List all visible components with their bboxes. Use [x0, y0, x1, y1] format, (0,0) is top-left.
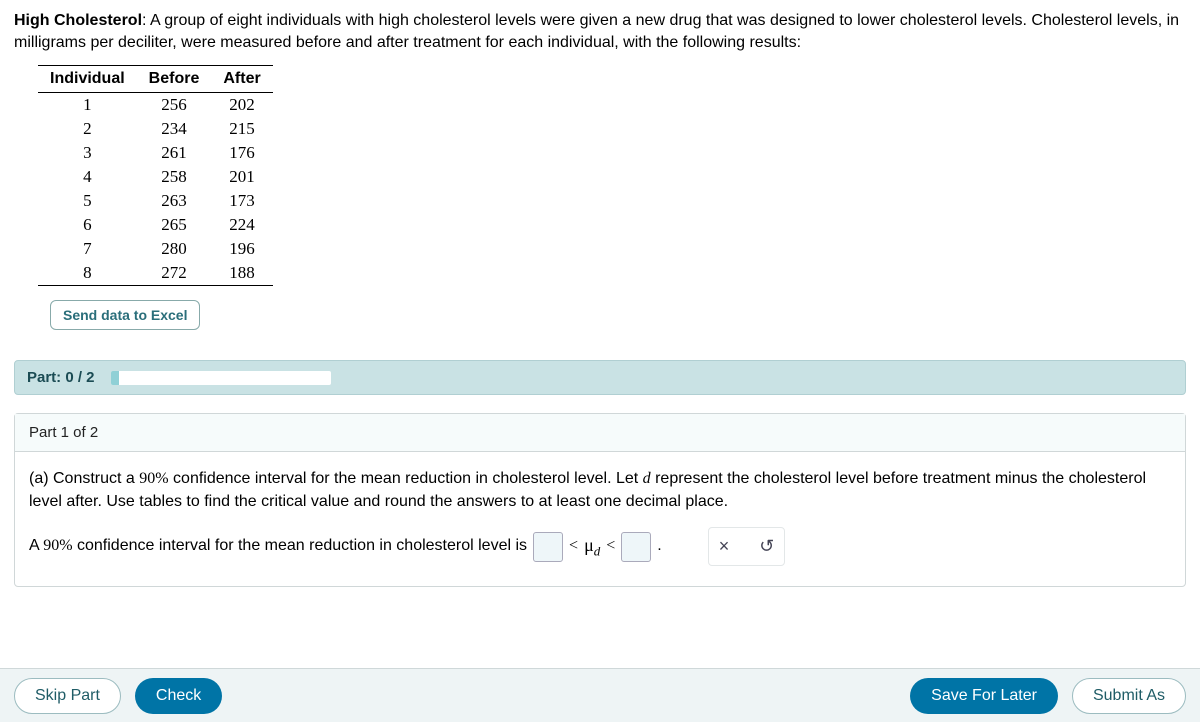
table-cell: 6 [38, 213, 137, 237]
table-cell: 256 [137, 93, 212, 118]
submit-assignment-button[interactable]: Submit As [1072, 678, 1186, 714]
table-cell: 265 [137, 213, 212, 237]
table-cell: 272 [137, 261, 212, 286]
problem-title-rest: : A group of eight individuals with high… [14, 12, 1179, 51]
table-cell: 234 [137, 117, 212, 141]
table-cell: 280 [137, 237, 212, 261]
upper-bound-input[interactable] [621, 532, 651, 562]
check-button[interactable]: Check [135, 678, 222, 714]
reset-icon[interactable]: ↺ [759, 534, 774, 559]
table-row: 7280196 [38, 237, 273, 261]
table-cell: 176 [211, 141, 272, 165]
table-row: 1256202 [38, 93, 273, 118]
progress-track [111, 371, 331, 385]
table-cell: 2 [38, 117, 137, 141]
table-cell: 3 [38, 141, 137, 165]
table-row: 5263173 [38, 189, 273, 213]
col-individual: Individual [38, 66, 137, 93]
col-before: Before [137, 66, 212, 93]
col-after: After [211, 66, 272, 93]
table-row: 2234215 [38, 117, 273, 141]
table-cell: 202 [211, 93, 272, 118]
problem-statement: High Cholesterol: A group of eight indiv… [0, 0, 1200, 57]
answer-toolbox: × ↺ [708, 527, 786, 566]
table-cell: 196 [211, 237, 272, 261]
table-cell: 224 [211, 213, 272, 237]
less-than-1: < [569, 535, 578, 557]
footer-bar: Skip Part Check Save For Later Submit As [0, 668, 1200, 722]
send-to-excel-button[interactable]: Send data to Excel [50, 300, 200, 330]
lower-bound-input[interactable] [533, 532, 563, 562]
question-a-text: (a) Construct a 90% confidence interval … [29, 468, 1171, 513]
period: . [657, 535, 661, 557]
table-row: 6265224 [38, 213, 273, 237]
less-than-2: < [606, 535, 615, 557]
skip-part-button[interactable]: Skip Part [14, 678, 121, 714]
progress-fill [111, 371, 120, 385]
table-cell: 188 [211, 261, 272, 286]
table-cell: 173 [211, 189, 272, 213]
table-row: 3261176 [38, 141, 273, 165]
table-cell: 7 [38, 237, 137, 261]
table-cell: 4 [38, 165, 137, 189]
confidence-interval-line: A 90% confidence interval for the mean r… [29, 527, 1171, 566]
part-1-panel: Part 1 of 2 (a) Construct a 90% confiden… [14, 413, 1186, 587]
table-row: 8272188 [38, 261, 273, 286]
part-1-header: Part 1 of 2 [15, 414, 1185, 452]
table-row: 4258201 [38, 165, 273, 189]
progress-label: Part: 0 / 2 [27, 369, 95, 386]
table-cell: 258 [137, 165, 212, 189]
table-cell: 263 [137, 189, 212, 213]
mu-sub-d: μd [584, 533, 600, 561]
table-cell: 5 [38, 189, 137, 213]
clear-icon[interactable]: × [719, 534, 730, 559]
table-cell: 261 [137, 141, 212, 165]
cholesterol-table: Individual Before After 1256202223421532… [38, 65, 273, 286]
table-cell: 215 [211, 117, 272, 141]
table-cell: 1 [38, 93, 137, 118]
table-cell: 8 [38, 261, 137, 286]
table-cell: 201 [211, 165, 272, 189]
progress-bar: Part: 0 / 2 [14, 360, 1186, 395]
problem-title-bold: High Cholesterol [14, 12, 142, 29]
save-for-later-button[interactable]: Save For Later [910, 678, 1058, 714]
